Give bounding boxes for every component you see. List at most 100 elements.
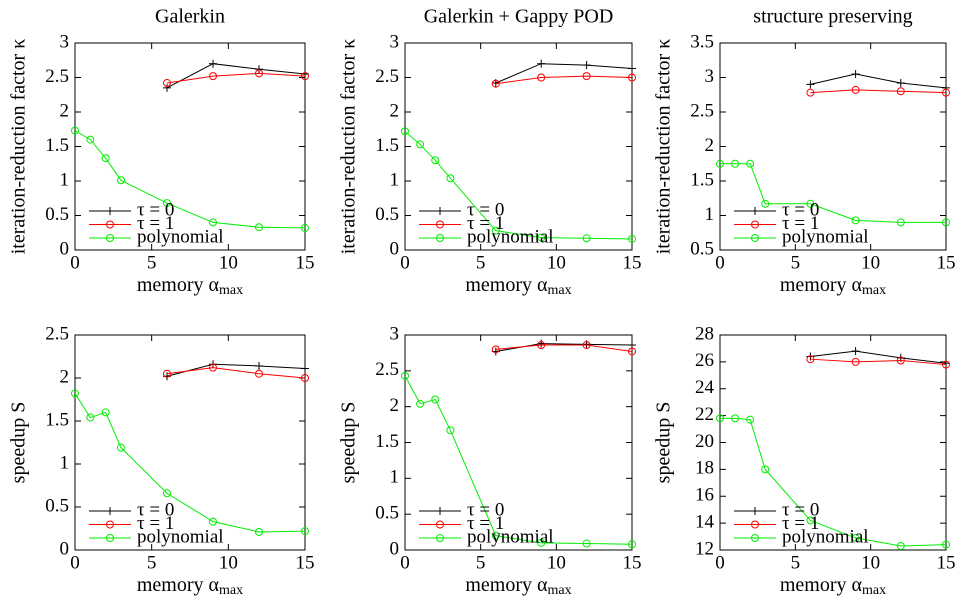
- chart-title: Galerkin + Gappy POD: [424, 6, 614, 28]
- y-tick-label: 14: [695, 511, 715, 532]
- data-marker: [806, 88, 815, 97]
- x-tick-label: 15: [623, 552, 642, 573]
- data-marker: [746, 159, 755, 168]
- data-marker: [537, 538, 546, 547]
- x-axis-label-text: memory α: [465, 574, 548, 596]
- data-marker: [851, 357, 860, 366]
- data-marker: [582, 234, 591, 243]
- data-marker: [761, 199, 770, 208]
- legend-label: τ = 1: [782, 213, 819, 234]
- data-marker: [71, 126, 79, 135]
- legend-label: τ = 0: [467, 199, 504, 220]
- legend-label: polynomial: [137, 226, 224, 247]
- legend-label: τ = 0: [782, 199, 819, 220]
- data-marker: [942, 218, 950, 227]
- y-axis-label: speedup S: [8, 402, 30, 484]
- y-tick-label: 22: [695, 404, 714, 425]
- data-marker: [851, 85, 860, 94]
- y-tick-label: 0.5: [45, 204, 69, 225]
- data-marker: [751, 520, 759, 529]
- y-axis-label: iteration-reduction factor κ: [653, 39, 675, 255]
- series-line: [166, 72, 306, 84]
- plot-frame: [404, 42, 633, 251]
- data-marker: [106, 220, 114, 229]
- y-tick-label: 0.5: [45, 495, 69, 516]
- data-marker: [716, 159, 724, 168]
- x-tick-label: 15: [623, 252, 642, 273]
- data-marker: [416, 140, 425, 149]
- data-marker: [628, 540, 636, 549]
- data-marker: [537, 233, 546, 242]
- x-tick-label: 15: [937, 552, 956, 573]
- legend-label: τ = 0: [137, 199, 174, 220]
- series-line: [74, 393, 306, 533]
- y-tick-label: 0.5: [375, 204, 399, 225]
- x-tick-label: 10: [547, 252, 566, 273]
- legend-label: τ = 0: [782, 499, 819, 520]
- series-line: [404, 375, 633, 545]
- legend-label: τ = 0: [467, 499, 504, 520]
- series-line: [810, 350, 947, 364]
- y-tick-label: 2.5: [375, 359, 399, 380]
- y-tick-label: 1: [705, 204, 715, 225]
- data-marker: [751, 534, 759, 542]
- y-tick-label: 0.5: [375, 503, 399, 524]
- data-marker: [537, 341, 546, 350]
- y-tick-label: 1.5: [690, 169, 714, 190]
- data-marker: [117, 443, 125, 452]
- series-line: [495, 75, 633, 85]
- x-axis-label-text: memory α: [780, 574, 863, 596]
- data-marker: [806, 516, 815, 525]
- data-marker: [942, 540, 950, 549]
- plot-frame: [719, 334, 947, 551]
- data-marker: [851, 533, 860, 542]
- x-tick-label: 0: [70, 252, 80, 273]
- y-tick-label: 1.5: [45, 409, 69, 430]
- data-marker: [751, 207, 759, 215]
- data-marker: [255, 65, 263, 74]
- series-line: [495, 344, 633, 352]
- data-marker: [86, 135, 95, 144]
- y-axis-label: speedup S: [338, 402, 360, 484]
- data-marker: [301, 72, 309, 81]
- y-tick-label: 1: [60, 452, 70, 473]
- series-line: [166, 63, 306, 89]
- data-marker: [491, 226, 500, 235]
- x-tick-label: 15: [937, 252, 956, 273]
- data-marker: [431, 156, 440, 165]
- y-tick-label: 2.5: [690, 100, 714, 121]
- series-line: [166, 367, 306, 379]
- data-marker: [716, 414, 724, 423]
- data-marker: [436, 234, 444, 242]
- data-marker: [255, 361, 263, 370]
- data-marker: [628, 347, 636, 356]
- y-tick-label: 1: [390, 467, 400, 488]
- data-marker: [209, 363, 217, 372]
- legend-label: τ = 1: [467, 213, 504, 234]
- data-marker: [255, 369, 263, 378]
- x-tick-label: 10: [219, 252, 238, 273]
- legend-label: polynomial: [467, 226, 554, 247]
- y-tick-label: 3.5: [690, 31, 714, 52]
- y-tick-label: 1: [60, 169, 70, 190]
- data-marker: [163, 489, 171, 498]
- y-tick-label: 2.5: [375, 66, 399, 87]
- data-marker: [896, 79, 905, 88]
- y-tick-label: 3: [705, 66, 715, 87]
- y-tick-label: 1: [390, 169, 400, 190]
- data-marker: [446, 174, 455, 183]
- y-tick-label: 2: [390, 100, 400, 121]
- data-marker: [301, 223, 309, 232]
- data-marker: [106, 534, 114, 542]
- data-marker: [255, 527, 263, 536]
- x-tick-label: 5: [791, 552, 801, 573]
- data-marker: [628, 234, 636, 243]
- y-tick-label: 2: [60, 366, 70, 387]
- data-marker: [436, 207, 444, 215]
- x-axis-label-subscript: max: [219, 283, 243, 298]
- x-tick-label: 10: [219, 552, 238, 573]
- y-tick-label: 3: [60, 31, 70, 52]
- data-marker: [117, 176, 125, 185]
- legend-label: polynomial: [137, 526, 224, 547]
